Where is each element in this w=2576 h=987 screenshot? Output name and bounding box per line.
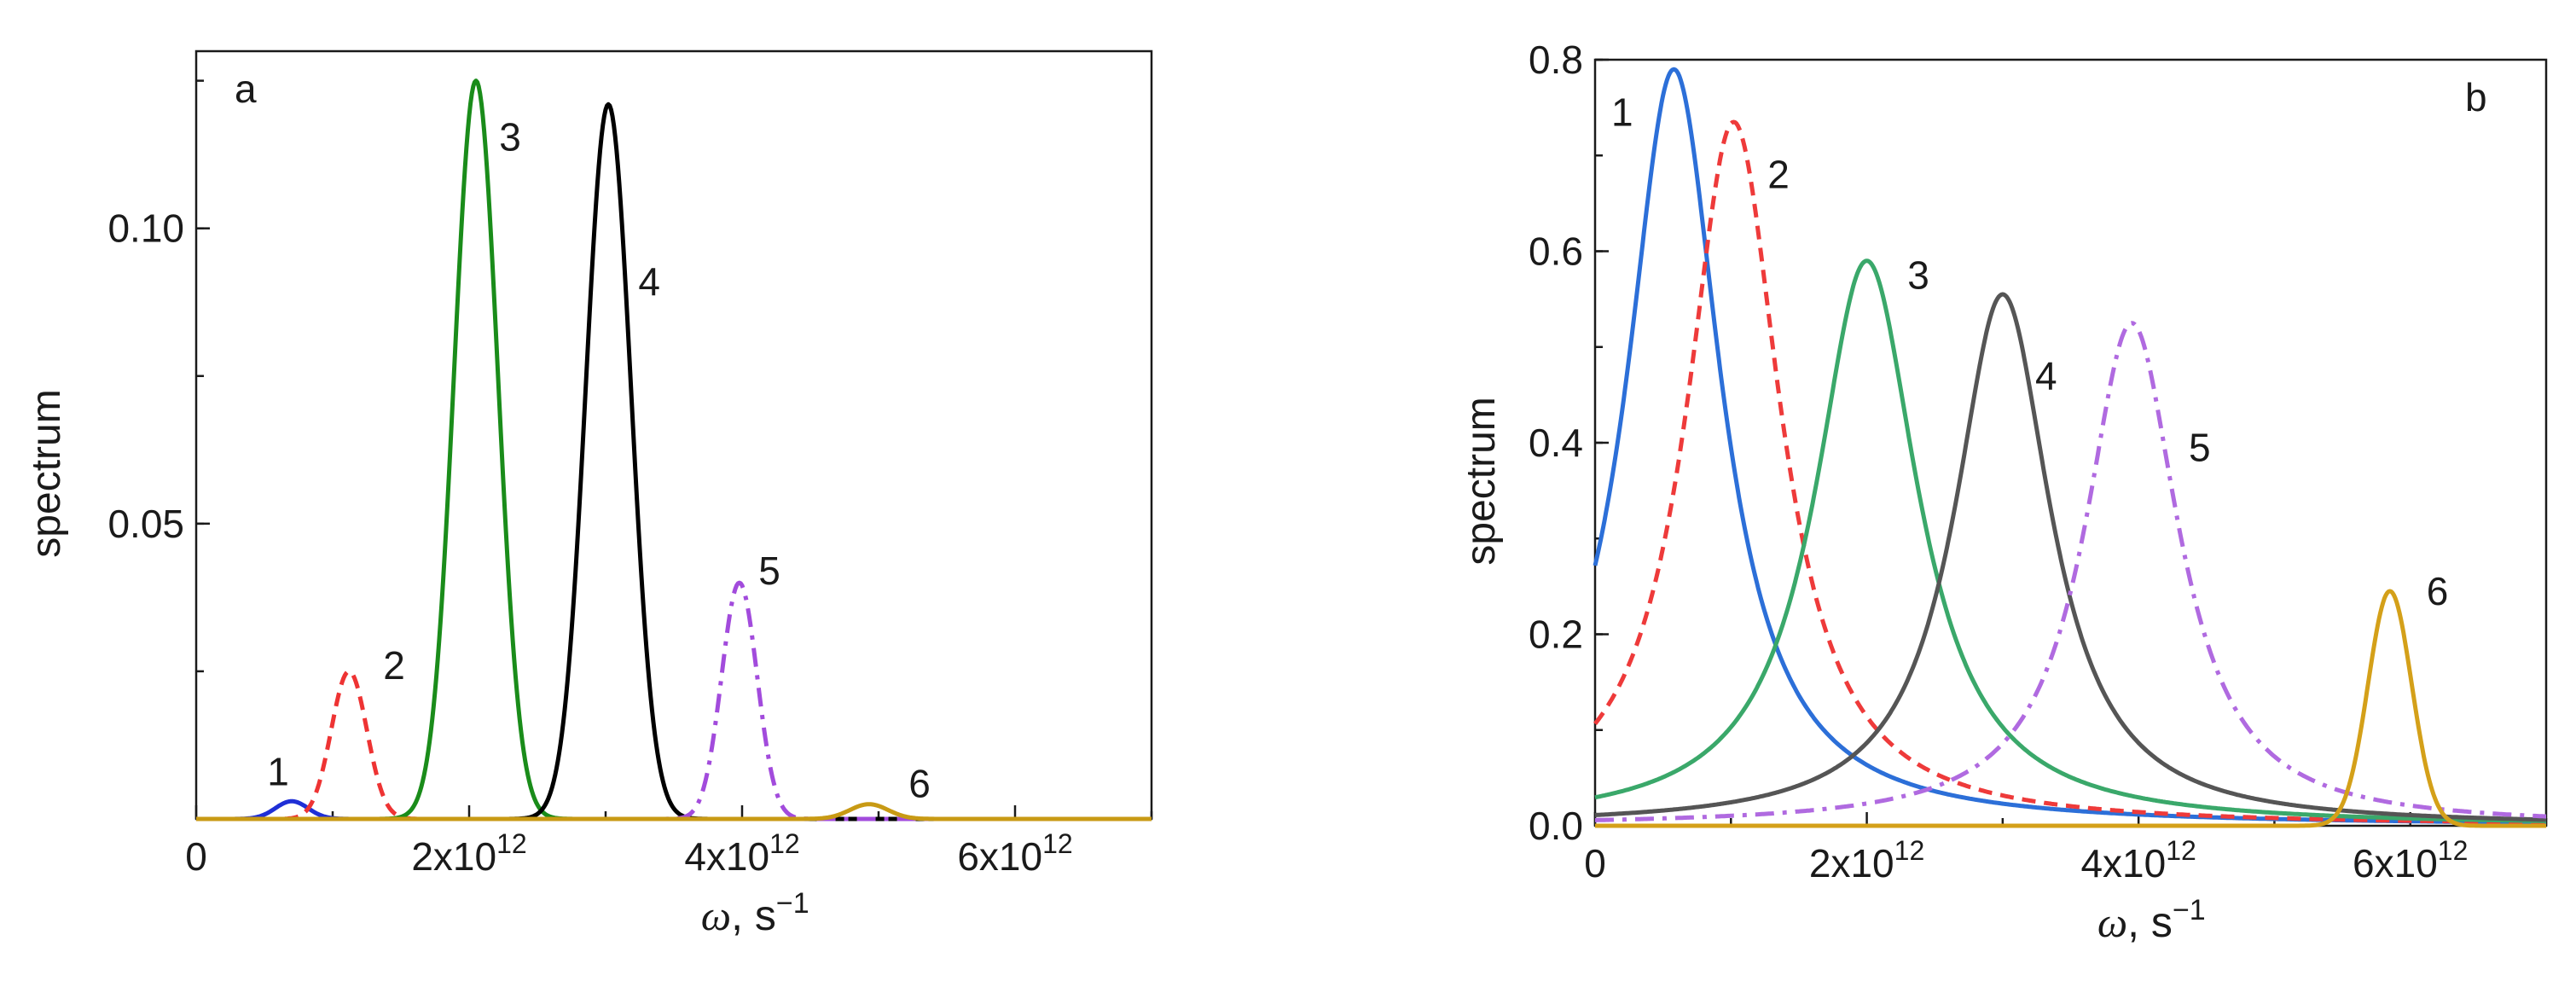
series-2-label: 2 [383, 643, 405, 688]
y-tick-label: 0.4 [1529, 421, 1583, 465]
series-3-label: 3 [499, 114, 521, 159]
series-4-line [1594, 292, 2547, 822]
series-6-label: 6 [908, 761, 931, 805]
series-4-line [195, 102, 1152, 822]
x-tick-label: 2x1012 [411, 828, 526, 879]
panel-label: a [235, 67, 257, 111]
x-tick-label: 0 [185, 834, 207, 879]
x-axis-title: ω, s−1 [701, 887, 809, 939]
series-2-line [195, 669, 1152, 822]
y-tick-label: 0.6 [1529, 229, 1583, 274]
x-tick-label: 4x1012 [2080, 835, 2196, 885]
chart-panel-a: 0 2x1012 4x1012 6x1012 0.05 0.10 ω, s−1 spectru… [24, 49, 1153, 939]
x-tick-label: 2x1012 [1809, 835, 1924, 885]
series-6-line [195, 802, 1152, 822]
series-5-label: 5 [758, 549, 780, 593]
series-3-line [195, 78, 1152, 822]
series-4-label: 4 [638, 259, 660, 304]
x-tick-label: 6x1012 [957, 828, 1072, 879]
x-tick-label: 6x1012 [2353, 835, 2468, 885]
plot-frame [194, 49, 1153, 821]
series-3-label: 3 [1907, 253, 1929, 298]
series-1-label: 1 [1611, 90, 1633, 135]
series-5-line [1594, 321, 2547, 822]
y-axis-title: spectrum [1459, 397, 1504, 565]
series-1-label: 1 [267, 750, 289, 794]
y-tick-label: 0.10 [107, 206, 184, 251]
x-tick-label: 0 [1584, 841, 1606, 885]
plot-frame [1593, 58, 2548, 827]
y-tick-label: 0.05 [107, 502, 184, 546]
x-tick-label: 4x1012 [684, 828, 799, 879]
series-5-line [195, 580, 1152, 822]
series-5-label: 5 [2189, 426, 2211, 470]
x-axis-title: ω, s−1 [2097, 894, 2206, 946]
series-6-label: 6 [2427, 569, 2449, 613]
series-1-line [1593, 67, 2547, 825]
y-tick-label: 0.8 [1529, 38, 1583, 82]
series-2-label: 2 [1767, 153, 1790, 197]
series-6-line [1594, 589, 2547, 828]
y-tick-label: 0.0 [1529, 804, 1583, 848]
y-axis-title: spectrum [24, 389, 69, 557]
chart-panel-b: 0 2x1012 4x1012 6x1012 0.0 0.2 0.4 0.6 0.8 ω, s−1… [1459, 38, 2548, 946]
y-tick-label: 0.2 [1529, 613, 1583, 657]
series-3-line [1594, 258, 2547, 823]
series-4-label: 4 [2035, 353, 2057, 398]
series-2-line [1593, 119, 2547, 825]
panel-label: b [2465, 75, 2487, 119]
